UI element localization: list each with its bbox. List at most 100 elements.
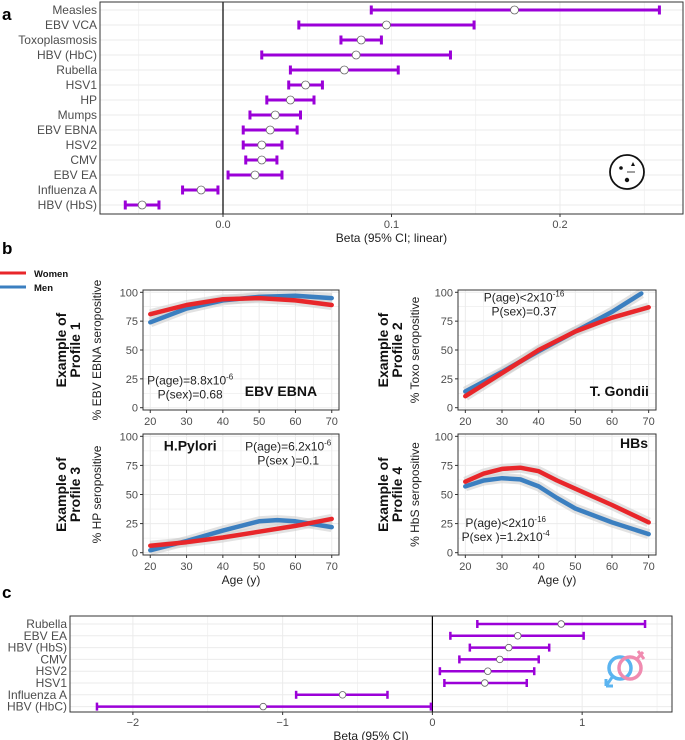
point-estimate — [505, 643, 513, 652]
row-label: HBV (HbC) — [7, 700, 67, 714]
point-estimate — [496, 655, 504, 664]
point-estimate — [382, 20, 391, 30]
y-tick-label: 50 — [126, 345, 138, 357]
row-label: HBV (HbS) — [8, 641, 67, 655]
profile-label-line2: Profile 1 — [67, 322, 83, 377]
legend-label-women: Women — [34, 269, 68, 280]
x-tick-label: 30 — [180, 561, 192, 573]
profile-label-line2: Profile 4 — [389, 467, 405, 522]
x-tick-label: 60 — [289, 416, 301, 428]
clock-icon — [609, 154, 645, 190]
y-tick-label: 75 — [441, 316, 453, 328]
panel-title: HBs — [620, 435, 648, 451]
point-estimate — [484, 667, 492, 675]
row-label: HBV (HbS) — [38, 198, 97, 212]
point-estimate — [356, 35, 366, 45]
person-figure — [624, 177, 630, 183]
x-tick-label: 60 — [606, 561, 618, 573]
row-label: HSV2 — [66, 138, 98, 152]
point-estimate — [301, 80, 310, 90]
row-label: CMV — [40, 652, 67, 666]
y-tick-label: 50 — [441, 345, 453, 357]
point-estimate — [557, 620, 565, 628]
trend-line-women — [148, 516, 334, 548]
p-value-exponent: -16 — [553, 290, 565, 299]
point-estimate — [481, 679, 489, 687]
y-tick-label: 75 — [441, 460, 453, 472]
row-label: EBV EA — [54, 168, 97, 182]
row-label: Rubella — [26, 617, 67, 631]
row-label: CMV — [70, 153, 97, 167]
p-value-annotation: P(age)=6.2x10-6 — [245, 438, 332, 453]
y-tick-label: 0 — [132, 403, 138, 415]
x-tick-label: 20 — [144, 416, 156, 428]
x-tick-label: 0.0 — [215, 219, 230, 231]
row-label: Rubella — [56, 63, 97, 77]
profile-label-line2: Profile 2 — [389, 322, 405, 377]
y-axis-title: % HbS seropositive — [408, 442, 422, 547]
point-estimate — [286, 95, 295, 105]
x-tick-label: 70 — [326, 416, 338, 428]
p-value-text: P(sex)=0.68 — [158, 388, 223, 402]
row-label: EBV EBNA — [37, 123, 97, 137]
y-tick-label: 25 — [441, 519, 453, 531]
x-tick-label: −2 — [127, 717, 140, 729]
x-tick-label: 20 — [459, 561, 471, 573]
x-tick-label: 30 — [180, 416, 192, 428]
p-value-exponent: -16 — [534, 515, 546, 524]
p-value-text: P(age)=6.2x10 — [245, 439, 324, 453]
person-figure — [631, 162, 635, 166]
profile-label-line1: Example of — [53, 312, 69, 387]
female-cross — [635, 650, 646, 660]
row-label: EBV EA — [24, 629, 67, 643]
p-value-exponent: -6 — [226, 373, 234, 382]
profile-label-line1: Example of — [375, 457, 391, 532]
trend-line-women — [463, 465, 651, 525]
x-axis-title: Age (y) — [222, 573, 261, 587]
y-tick-label: 0 — [132, 548, 138, 560]
p-value-exponent: -4 — [543, 529, 551, 538]
p-value-annotation: P(sex )=0.1 — [257, 453, 319, 467]
row-label: HSV1 — [66, 78, 98, 92]
y-tick-label: 25 — [441, 374, 453, 386]
y-tick-label: 75 — [126, 316, 138, 328]
point-estimate — [339, 65, 349, 75]
point-estimate — [351, 50, 361, 60]
x-tick-label: 40 — [533, 416, 545, 428]
y-tick-label: 0 — [447, 403, 453, 415]
trend-line-men — [463, 475, 651, 537]
x-tick-label: 20 — [459, 416, 471, 428]
row-label: HP — [80, 93, 97, 107]
x-tick-label: 20 — [144, 561, 156, 573]
row-label: Measles — [52, 3, 97, 17]
p-value-annotation: P(age)<2x10-16 — [465, 515, 546, 530]
y-tick-label: 100 — [120, 287, 138, 299]
p-value-text: P(sex )=0.1 — [257, 453, 319, 467]
y-tick-label: 0 — [447, 548, 453, 560]
x-axis-title: Age (y) — [538, 573, 577, 587]
point-estimate — [250, 170, 260, 180]
x-tick-label: 70 — [643, 416, 655, 428]
p-value-annotation: P(sex)=0.37 — [491, 305, 556, 319]
plot-border — [69, 615, 673, 713]
y-tick-label: 100 — [435, 287, 453, 299]
x-tick-label: −1 — [276, 717, 289, 729]
y-tick-label: 25 — [126, 374, 138, 386]
trend-line-women — [148, 295, 334, 317]
point-estimate — [510, 5, 519, 15]
profile-label-line2: Profile 3 — [67, 467, 83, 522]
p-value-text: P(sex)=0.37 — [491, 305, 556, 319]
point-estimate — [257, 155, 267, 165]
profile-plot-2: 20 30 40 50 60 70 0 25 50 75 100 Example ofProfile … — [375, 287, 657, 428]
x-axis-title: Beta (95% CI) — [333, 729, 408, 740]
panel-label-a: a — [2, 5, 12, 24]
profile-label-line1: Example of — [53, 457, 69, 532]
row-label: Influenza A — [38, 183, 97, 197]
p-value-annotation: P(sex )=1.2x10-4 — [462, 529, 551, 544]
p-value-exponent: -6 — [324, 438, 332, 447]
x-axis-title: Beta (95% CI; linear) — [336, 231, 447, 245]
panel-title: H.Pylori — [164, 437, 217, 453]
profile-label-line1: Example of — [375, 312, 391, 387]
x-tick-label: 50 — [253, 561, 265, 573]
person-figure — [619, 166, 623, 170]
